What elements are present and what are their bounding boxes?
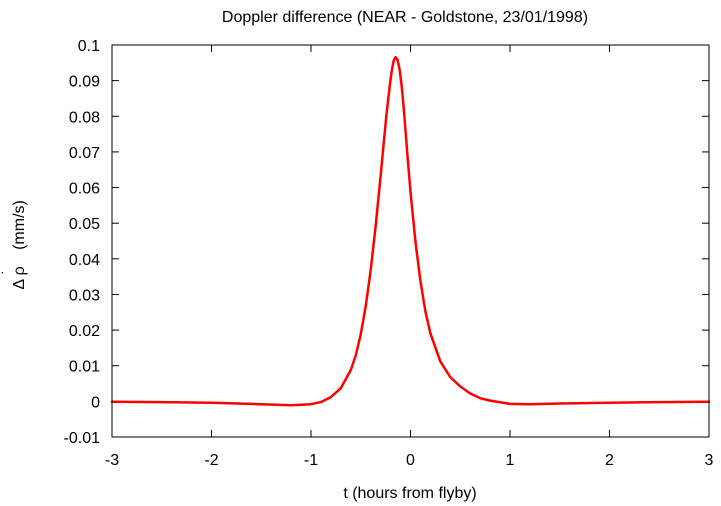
y-tick-label: 0.08 <box>69 109 100 126</box>
x-axis-label: t (hours from flyby) <box>343 485 476 502</box>
y-axis-label: Δ ρ ˙ (mm/s) <box>0 200 28 290</box>
series-group <box>110 55 711 407</box>
y-tick-label: -0.01 <box>64 430 101 447</box>
x-axis-ticks: -3 -2 -1 0 1 2 3 <box>105 45 714 469</box>
x-tick-label: 0 <box>406 452 415 469</box>
y-tick-label: 0.02 <box>69 323 100 340</box>
y-axis-label-unit: (mm/s) <box>11 200 28 250</box>
y-axis-label-symbol: Δ ρ <box>11 266 28 289</box>
series-line <box>110 55 711 407</box>
y-tick-label: 0.03 <box>69 287 100 304</box>
plot-frame <box>111 44 710 438</box>
y-tick-label: 0.04 <box>69 252 100 269</box>
y-tick-label: 0.1 <box>78 38 100 55</box>
y-axis-label-dot: ˙ <box>0 269 17 274</box>
y-tick-label: 0.09 <box>69 74 100 91</box>
x-tick-label: -3 <box>105 452 119 469</box>
x-tick-label: -1 <box>304 452 318 469</box>
x-tick-label: 3 <box>705 452 714 469</box>
chart-title: Doppler difference (NEAR - Goldstone, 23… <box>222 9 588 26</box>
x-tick-label: -2 <box>204 452 218 469</box>
y-axis-ticks: -0.01 0 0.01 0.02 0.03 0.04 0.05 0.06 0.07 0.08 0.… <box>64 38 709 447</box>
y-tick-label: 0.07 <box>69 145 100 162</box>
y-tick-label: 0.06 <box>69 181 100 198</box>
x-tick-label: 1 <box>506 452 515 469</box>
y-tick-label: 0.05 <box>69 216 100 233</box>
y-tick-label: 0.01 <box>69 359 100 376</box>
y-tick-label: 0 <box>91 394 100 411</box>
x-tick-label: 2 <box>605 452 614 469</box>
